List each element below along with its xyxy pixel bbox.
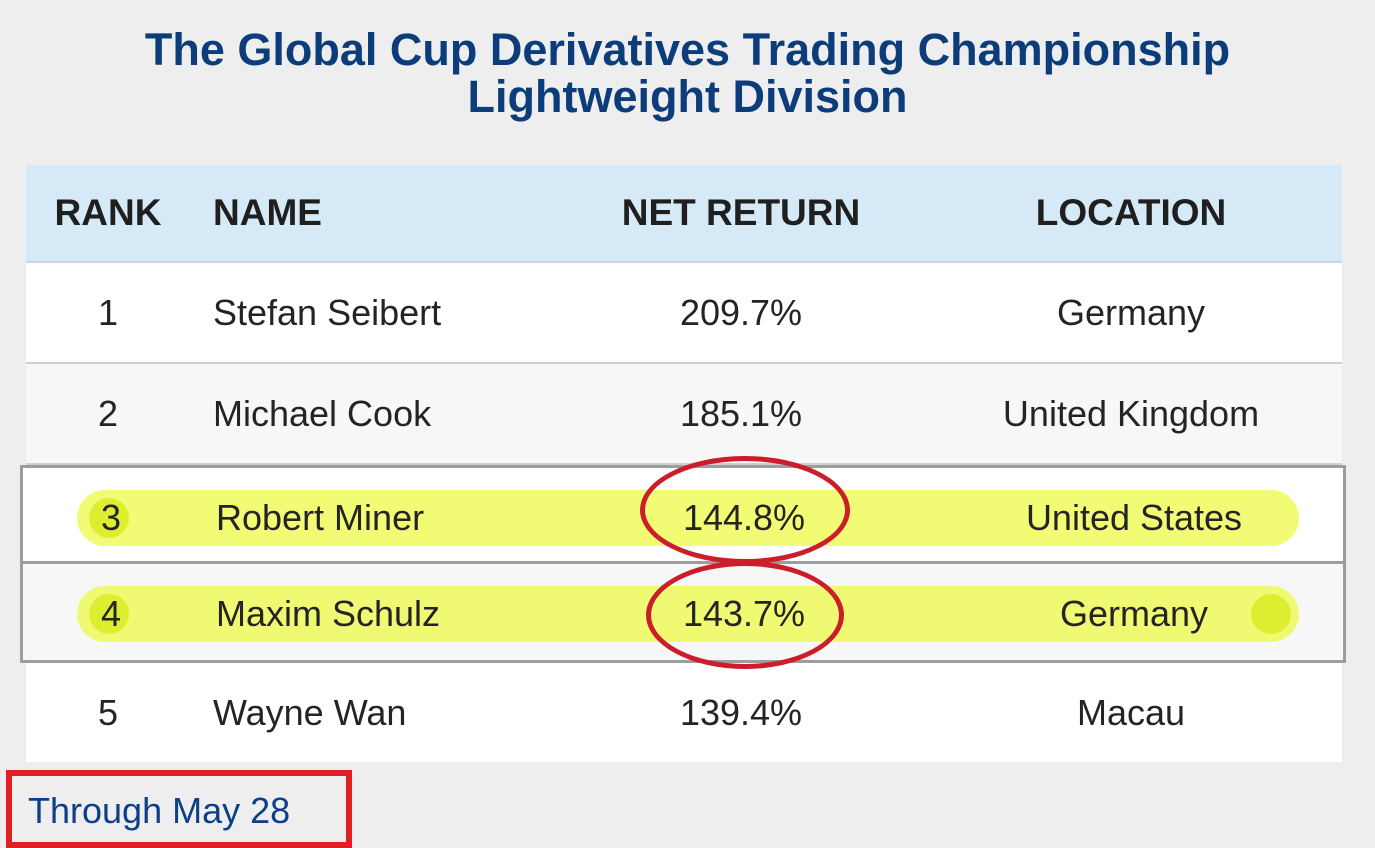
title-line-1: The Global Cup Derivatives Trading Champ… bbox=[144, 24, 1231, 75]
cell-net-return: 209.7% bbox=[679, 292, 803, 333]
net-return-circle-annotation bbox=[640, 456, 850, 564]
cell-location: United States bbox=[1025, 497, 1243, 538]
table-header: RANK NAME NET RETURN LOCATION bbox=[26, 165, 1342, 263]
rank-highlight-dot bbox=[89, 498, 129, 538]
rank-highlight-dot bbox=[89, 594, 129, 634]
cell-location: Germany bbox=[1059, 593, 1209, 634]
title-line-2: Lightweight Division bbox=[467, 71, 908, 122]
cell-name: Robert Miner bbox=[216, 497, 425, 538]
net-return-circle-annotation bbox=[646, 561, 844, 669]
cell-net-return: 185.1% bbox=[679, 393, 803, 434]
cell-name: Wayne Wan bbox=[213, 692, 407, 733]
cell-name: Michael Cook bbox=[213, 393, 432, 434]
cell-location: United Kingdom bbox=[1002, 393, 1260, 434]
header-net-return[interactable]: NET RETURN bbox=[621, 192, 861, 233]
page-title: The Global Cup Derivatives Trading Champ… bbox=[0, 26, 1375, 120]
header-rank[interactable]: RANK bbox=[54, 192, 162, 233]
table-row: 5 Wayne Wan 139.4% Macau bbox=[26, 663, 1342, 762]
cell-name: Stefan Seibert bbox=[213, 292, 442, 333]
cell-name: Maxim Schulz bbox=[216, 593, 441, 634]
cell-rank: 1 bbox=[97, 292, 119, 333]
cell-rank: 4 bbox=[100, 593, 122, 634]
standings-table: RANK NAME NET RETURN LOCATION 1 Stefan S… bbox=[20, 165, 1346, 762]
table-row: 1 Stefan Seibert 209.7% Germany bbox=[26, 263, 1342, 364]
cell-rank: 3 bbox=[100, 497, 122, 538]
cell-location: Macau bbox=[1076, 692, 1186, 733]
location-highlight-dot bbox=[1251, 594, 1291, 634]
through-date-link[interactable]: Through May 28 bbox=[28, 790, 291, 831]
header-name[interactable]: NAME bbox=[213, 192, 322, 233]
cell-net-return: 139.4% bbox=[679, 692, 803, 733]
header-location[interactable]: LOCATION bbox=[1035, 192, 1227, 233]
cell-rank: 2 bbox=[97, 393, 119, 434]
table-row: 2 Michael Cook 185.1% United Kingdom bbox=[26, 364, 1342, 465]
cell-location: Germany bbox=[1056, 292, 1206, 333]
cell-rank: 5 bbox=[97, 692, 119, 733]
